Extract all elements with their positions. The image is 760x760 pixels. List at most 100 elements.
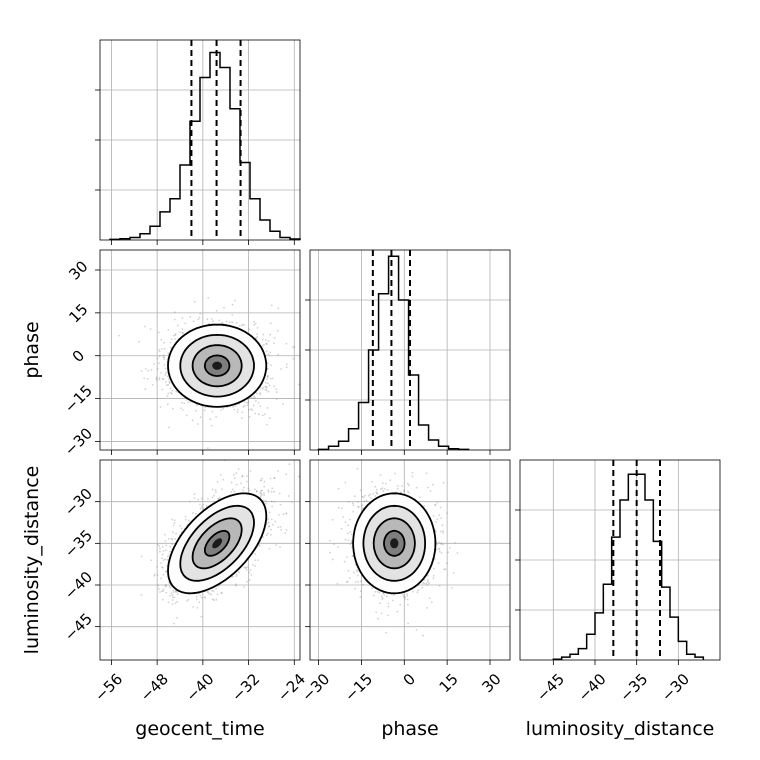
sample-point [279,546,281,549]
sample-point [181,401,183,404]
contour-line [204,529,231,557]
sample-point [165,583,168,586]
sample-point [362,583,364,586]
sample-point [354,581,357,583]
sample-point [266,368,269,370]
sample-point [252,397,255,399]
sample-point [282,513,285,516]
sample-point [201,596,203,599]
sample-point [280,528,283,531]
sample-point [193,493,196,495]
sample-point [255,490,258,493]
sample-point [369,493,372,496]
sample-point [217,497,220,500]
sample-point [161,557,163,560]
sample-point [179,407,182,410]
sample-point [442,532,444,534]
sample-point [259,393,262,396]
sample-point [211,410,214,413]
scatter-panel-geocent_time-luminosity_distance [95,459,301,665]
sample-point [286,363,288,366]
sample-point [172,334,175,337]
sample-point [402,594,405,596]
sample-point [188,519,190,522]
sample-point [171,603,174,606]
sample-point [231,303,234,306]
sample-point [374,590,377,593]
sample-point [163,364,166,366]
sample-point [169,545,172,548]
sample-point [273,385,276,388]
sample-point [285,366,288,369]
sample-point [270,533,272,536]
sample-point [355,569,358,572]
sample-point [371,481,373,483]
sample-point [374,485,377,488]
sample-point [156,543,159,546]
sample-point [267,517,270,520]
sample-point [266,376,269,379]
sample-point [426,607,428,609]
sample-point [187,401,190,404]
sample-point [161,388,164,391]
sample-point [273,477,276,480]
density-peak [212,361,223,370]
sample-point [248,489,251,492]
sample-point [278,514,280,516]
sample-point [189,316,192,318]
sample-point [233,408,236,411]
sample-point [352,504,355,507]
sample-point [435,521,437,523]
panel-frame [99,39,301,241]
sample-point [349,543,352,546]
sample-point [267,362,269,364]
sample-point [232,473,235,476]
sample-point [168,554,171,556]
sample-point [154,573,156,576]
sample-point [270,528,272,531]
sample-point [254,559,257,561]
sample-point [166,403,169,406]
sample-point [348,577,351,579]
sample-point [210,318,213,320]
sample-point [260,494,262,497]
sample-point [261,489,263,492]
sample-point [166,384,168,386]
sample-point [199,595,202,597]
sample-point [182,331,185,334]
sample-point [166,558,169,561]
sample-point [248,579,251,581]
sample-point [162,590,164,592]
sample-point [156,565,159,568]
sample-point [270,500,273,503]
sample-point [383,488,386,490]
sample-point [250,574,253,576]
sample-point [155,377,158,380]
sample-point [287,495,290,497]
sample-point [271,487,274,490]
sample-point [268,511,271,514]
sample-point [263,485,266,488]
sample-point [263,494,265,497]
sample-point [260,479,263,482]
sample-point [439,506,442,509]
sample-point [369,497,372,499]
sample-point [349,518,351,521]
sample-point [416,591,419,594]
sample-point [172,589,175,592]
sample-point [264,500,267,503]
sample-point [211,488,214,491]
sample-point [221,321,224,324]
sample-point [419,496,421,499]
sample-point [253,395,256,398]
histogram-geocent_time [109,51,301,241]
sample-point [174,538,177,540]
sample-point [267,390,270,393]
sample-point [185,414,188,417]
sample-point [200,506,203,508]
sample-point [193,497,196,499]
sample-point [196,423,199,425]
sample-point [246,404,249,406]
sample-point [147,369,150,372]
sample-point [241,474,244,477]
